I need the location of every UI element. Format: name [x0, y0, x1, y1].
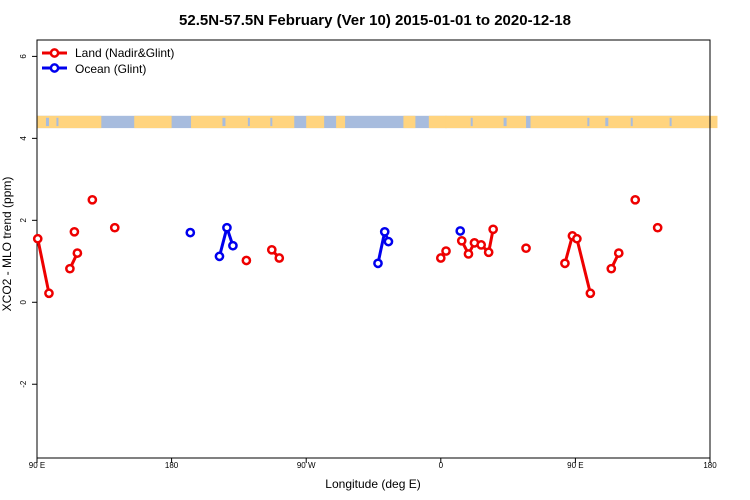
- mask-land-segment: [530, 115, 718, 129]
- data-point: [32, 233, 43, 244]
- mask-ocean-notch: [45, 117, 49, 127]
- data-point: [44, 288, 54, 299]
- y-axis: -2 0 2 4 6: [19, 54, 37, 388]
- data-point: [441, 246, 451, 256]
- data-point: [69, 226, 80, 237]
- data-point: [373, 258, 383, 269]
- y-tick-label: 0: [19, 300, 28, 305]
- x-tick-label: 0: [439, 461, 444, 470]
- x-axis-label: Longitude (deg E): [325, 477, 420, 491]
- legend-item-land: Land (Nadir&Glint): [42, 46, 174, 60]
- series-line: [36, 237, 51, 295]
- mask-ocean-notch: [587, 117, 590, 127]
- data-point: [521, 243, 531, 254]
- series-1: [185, 222, 466, 269]
- mask-ocean-notch: [222, 117, 226, 127]
- x-tick-label: 90 E: [29, 461, 45, 470]
- legend: Land (Nadir&Glint) Ocean (Glint): [42, 46, 174, 76]
- data-point: [72, 248, 83, 258]
- mask-ocean-notch: [630, 117, 633, 127]
- legend-marker-land: [49, 48, 60, 58]
- data-point: [572, 233, 582, 244]
- data-point: [476, 240, 487, 250]
- x-tick-label: 180: [703, 461, 717, 470]
- mask-ocean-notch: [270, 117, 273, 127]
- data-point: [652, 222, 663, 233]
- data-point: [455, 226, 466, 236]
- data-point: [274, 253, 285, 263]
- data-point: [488, 224, 498, 235]
- x-tick-label: 90 E: [567, 461, 583, 470]
- mask-land-segment: [191, 115, 295, 129]
- mask-ocean-notch: [126, 117, 129, 127]
- data-point: [109, 222, 120, 233]
- data-point: [560, 258, 570, 269]
- series-0: [32, 194, 663, 299]
- x-axis: 90 E 180 90 W 0 90 E 180: [29, 458, 717, 470]
- series-layer: [32, 194, 663, 299]
- mask-land-segment: [428, 115, 447, 129]
- x-tick-label: 180: [165, 461, 179, 470]
- data-point: [65, 263, 75, 274]
- data-point: [483, 247, 494, 258]
- mask-land-segment: [445, 115, 527, 129]
- mask-ocean-notch: [669, 117, 672, 127]
- y-tick-label: 2: [19, 218, 28, 223]
- data-point: [185, 227, 196, 238]
- land-ocean-mask: [37, 115, 718, 129]
- data-point: [222, 222, 232, 233]
- data-point: [463, 249, 474, 259]
- mask-ocean-notch: [56, 117, 59, 127]
- data-point: [87, 194, 98, 205]
- data-point: [456, 235, 467, 246]
- data-point: [613, 248, 624, 258]
- data-point: [228, 240, 238, 251]
- plot-frame: [36, 39, 711, 459]
- data-point: [435, 253, 446, 263]
- data-point: [585, 288, 596, 299]
- mask-land-segment: [134, 115, 172, 129]
- mask-ocean-notch: [503, 117, 507, 127]
- data-point: [241, 255, 252, 266]
- mask-ocean-notch: [247, 117, 250, 127]
- data-point: [214, 251, 225, 262]
- mask-land-segment: [306, 115, 325, 129]
- mask-ocean-notch: [470, 117, 473, 127]
- legend-marker-ocean: [49, 63, 60, 73]
- y-tick-label: 4: [19, 136, 28, 141]
- y-tick-label: -2: [19, 380, 28, 388]
- data-point: [266, 244, 277, 255]
- y-axis-label: XCO2 - MLO trend (ppm): [0, 177, 14, 312]
- mask-land-segment: [403, 115, 416, 129]
- x-tick-label: 90 W: [297, 461, 316, 470]
- data-point: [379, 226, 390, 237]
- mask-ocean-notch: [605, 117, 609, 127]
- legend-label-ocean: Ocean (Glint): [75, 62, 146, 76]
- series-line: [376, 230, 390, 265]
- data-point: [383, 236, 394, 247]
- legend-item-ocean: Ocean (Glint): [42, 62, 146, 76]
- data-point: [630, 194, 641, 205]
- legend-label-land: Land (Nadir&Glint): [75, 46, 174, 60]
- y-tick-label: 6: [19, 54, 28, 59]
- chart-title: 52.5N-57.5N February (Ver 10) 2015-01-01…: [179, 12, 571, 29]
- mask-land-segment: [37, 115, 102, 129]
- mask-land-segment: [336, 115, 346, 129]
- data-point: [606, 263, 617, 274]
